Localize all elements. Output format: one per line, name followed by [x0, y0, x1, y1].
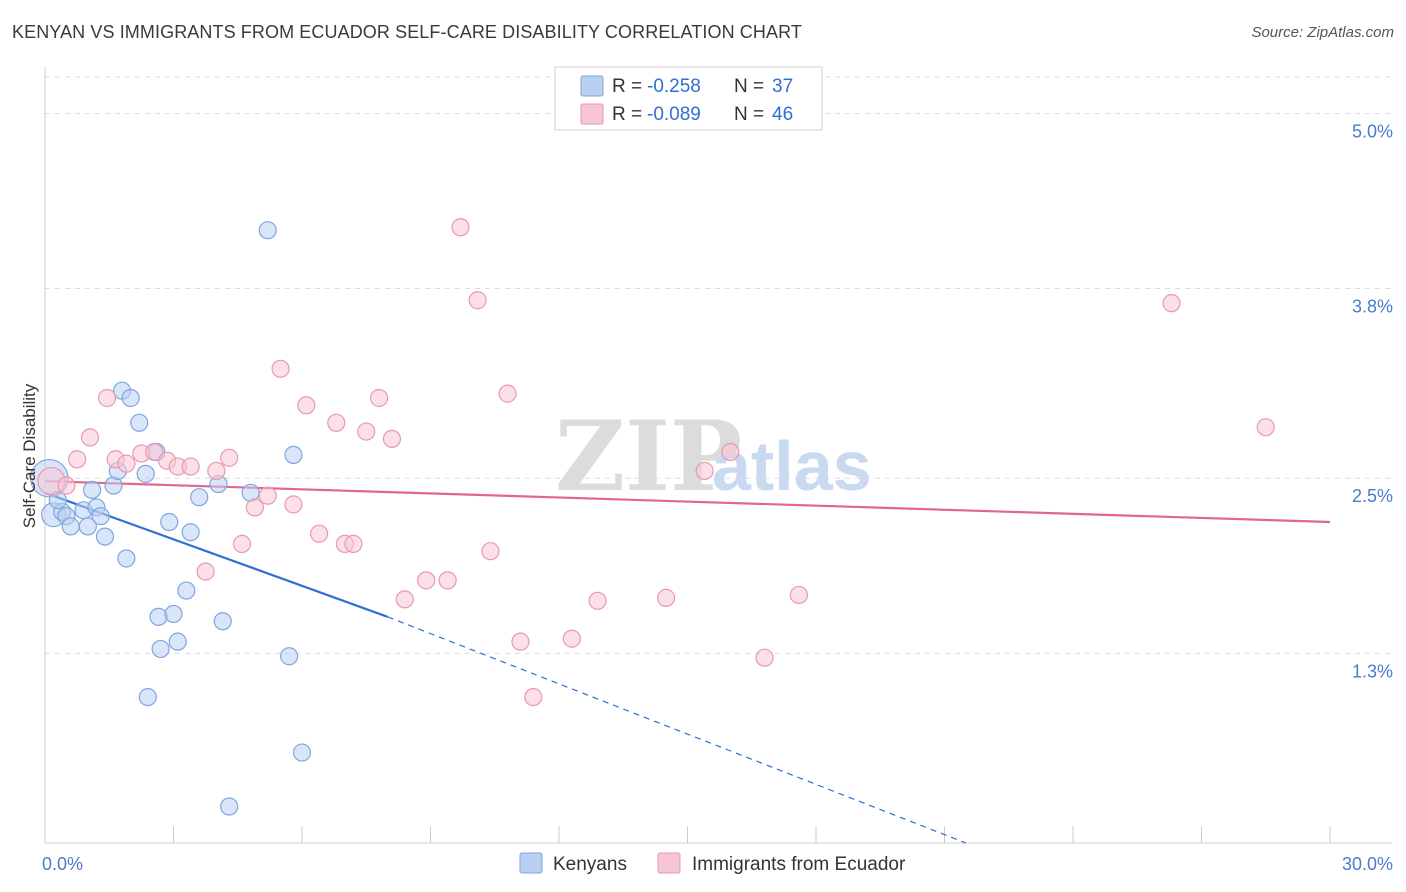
point-ecuador-14 — [220, 448, 239, 467]
legend-n-value-kenyan: 37 — [772, 76, 793, 97]
legend-r-value-kenyan: -0.258 — [647, 76, 701, 97]
point-ecuador-27 — [382, 429, 402, 448]
point-kenyan-20 — [149, 607, 168, 626]
point-ecuador-37 — [562, 629, 581, 648]
trendline-kenyan-extension — [387, 616, 967, 844]
x-tick-label-1: 30.0% — [1342, 854, 1393, 874]
chart-title: KENYAN VS IMMIGRANTS FROM ECUADOR SELF-C… — [12, 22, 802, 42]
axis-layer: 1.3% 2.5% 3.8% 5.0% 0.0% 30.0% — [42, 67, 1393, 874]
point-kenyan-15 — [121, 388, 140, 408]
y-tick-label-3: 5.0% — [1352, 121, 1393, 141]
y-tick-label-1: 2.5% — [1352, 486, 1393, 506]
point-ecuador-12 — [196, 562, 215, 581]
point-ecuador-11 — [181, 457, 200, 476]
y-axis-label: Self-Care Disability — [20, 383, 39, 528]
point-kenyan-7 — [83, 480, 102, 500]
point-ecuador-35 — [511, 632, 530, 651]
legend-n-label-ecuador: N = — [734, 104, 764, 125]
point-ecuador-42 — [755, 648, 774, 667]
point-kenyan-17 — [136, 464, 155, 483]
point-kenyan-10 — [95, 527, 115, 546]
point-ecuador-44 — [1162, 294, 1181, 313]
bottom-legend-label-ecuador: Immigrants from Ecuador — [692, 854, 906, 875]
point-kenyan-25 — [177, 581, 196, 600]
bottom-legend-swatch-ecuador — [657, 852, 681, 874]
bottom-legend-swatch-kenyans — [519, 852, 543, 874]
point-kenyan-30 — [220, 797, 239, 816]
point-ecuador-19 — [284, 495, 303, 514]
point-ecuador-36 — [524, 687, 543, 707]
point-ecuador-4 — [98, 388, 117, 408]
legend-n-value-ecuador: 46 — [772, 104, 793, 125]
point-kenyan-18 — [138, 687, 157, 707]
point-kenyan-14 — [117, 549, 136, 568]
legend-r-value-ecuador: -0.089 — [647, 104, 701, 125]
point-ecuador-34 — [498, 384, 517, 403]
x-tick-label-0: 0.0% — [42, 854, 83, 874]
point-kenyan-9 — [91, 507, 110, 526]
point-kenyan-35 — [292, 743, 312, 762]
point-ecuador-38 — [588, 591, 607, 610]
point-ecuador-8 — [145, 442, 164, 462]
point-kenyan-21 — [151, 639, 170, 659]
point-ecuador-28 — [395, 590, 414, 609]
point-ecuador-45 — [1256, 418, 1275, 437]
point-ecuador-20 — [297, 396, 316, 415]
point-ecuador-24 — [344, 534, 363, 553]
point-kenyan-33 — [280, 647, 299, 666]
legend-r-label-ecuador: R = — [612, 104, 642, 125]
trend-layer — [44, 480, 1331, 844]
point-ecuador-25 — [357, 422, 376, 441]
point-ecuador-18 — [271, 359, 290, 378]
y-tick-label-2: 3.8% — [1352, 297, 1393, 317]
point-ecuador-1 — [57, 476, 76, 495]
point-ecuador-33 — [481, 542, 500, 561]
point-ecuador-29 — [417, 571, 436, 590]
point-kenyan-32 — [258, 221, 277, 240]
trendline-ecuador — [44, 480, 1331, 524]
legend-swatch-kenyan — [580, 75, 604, 97]
bottom-legend-label-kenyans: Kenyans — [553, 854, 627, 875]
point-ecuador-21 — [310, 524, 329, 543]
point-kenyan-16 — [130, 413, 149, 432]
legend-bottom: Kenyans Immigrants from Ecuador — [519, 852, 906, 875]
point-ecuador-43 — [789, 585, 808, 605]
point-ecuador-39 — [656, 588, 676, 607]
point-kenyan-34 — [284, 445, 303, 464]
legend-n-label-kenyan: N = — [734, 76, 764, 97]
point-ecuador-15 — [232, 534, 252, 553]
point-ecuador-2 — [68, 450, 87, 469]
point-kenyan-27 — [190, 488, 209, 507]
point-kenyan-29 — [213, 612, 232, 631]
point-ecuador-22 — [327, 413, 346, 432]
point-kenyan-23 — [164, 604, 183, 624]
point-ecuador-32 — [468, 291, 487, 310]
legend-top: R = -0.258 N = 37 R = -0.089 N = 46 — [554, 66, 823, 131]
point-ecuador-31 — [451, 218, 470, 237]
point-ecuador-13 — [207, 461, 226, 481]
legend-swatch-ecuador — [580, 103, 604, 125]
point-ecuador-41 — [721, 442, 740, 462]
point-kenyan-6 — [78, 517, 97, 536]
point-kenyan-4 — [61, 517, 80, 536]
source-credit: Source: ZipAtlas.com — [1251, 24, 1394, 41]
point-kenyan-26 — [181, 523, 200, 542]
legend-r-label-kenyan: R = — [612, 76, 642, 97]
point-kenyan-22 — [160, 512, 179, 532]
point-ecuador-3 — [80, 428, 100, 447]
point-ecuador-6 — [117, 454, 136, 473]
point-ecuador-17 — [258, 486, 277, 505]
watermark-zip: ZIP — [555, 400, 742, 513]
points-layer — [29, 218, 1275, 816]
y-tick-label-0: 1.3% — [1352, 661, 1393, 681]
point-ecuador-26 — [370, 388, 389, 408]
point-ecuador-30 — [438, 571, 457, 590]
watermark-atlas: atlas — [712, 427, 872, 505]
watermark: ZIP atlas — [555, 400, 872, 513]
point-ecuador-40 — [695, 461, 714, 481]
point-ecuador-16 — [245, 498, 264, 517]
point-kenyan-24 — [168, 632, 187, 651]
